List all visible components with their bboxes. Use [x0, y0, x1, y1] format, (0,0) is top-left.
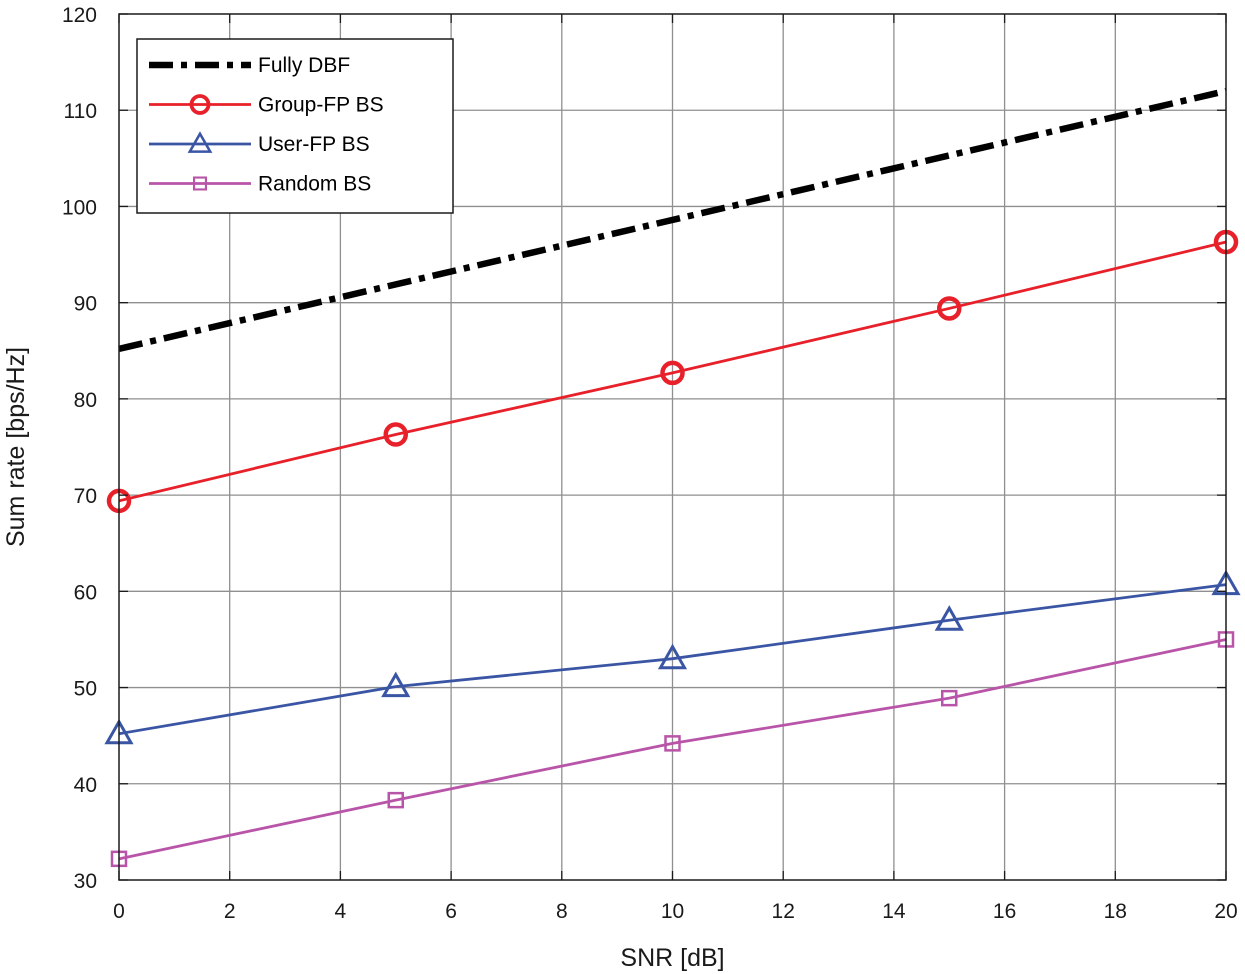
y-axis-title: Sum rate [bps/Hz]	[2, 347, 30, 547]
square-marker	[192, 176, 208, 191]
x-tick-label: 18	[1104, 900, 1127, 923]
x-tick-label: 16	[993, 900, 1016, 923]
y-tick-label: 30	[74, 870, 97, 893]
series-line	[118, 583, 1227, 736]
y-tick-label: 120	[62, 4, 97, 27]
square-marker	[941, 689, 958, 707]
legend-entry: Group-FP BS	[149, 94, 384, 117]
x-tick-label: 0	[113, 900, 125, 923]
x-tick-label: 6	[445, 900, 457, 923]
series-user-fp-bs	[104, 569, 1241, 745]
square-marker	[387, 791, 404, 809]
legend-entry: Fully DBF	[149, 54, 350, 77]
x-tick-label: 20	[1214, 900, 1237, 923]
circle-marker	[189, 94, 211, 115]
circle-marker	[383, 422, 408, 447]
triangle-marker	[187, 131, 213, 153]
triangle-marker	[657, 643, 688, 670]
legend-label: Random BS	[258, 173, 371, 196]
x-tick-label: 8	[556, 900, 568, 923]
axes: 0 2 4 6 8 10 12 14 16 18 20 30 40 50 60 70 80 90 100 110 120	[62, 4, 1238, 923]
legend-label: Group-FP BS	[258, 94, 384, 117]
x-tick-label: 10	[661, 900, 684, 923]
y-tick-label: 70	[74, 485, 97, 508]
circle-marker	[937, 296, 962, 321]
x-tick-label: 4	[335, 900, 347, 923]
y-tick-label: 60	[74, 581, 97, 604]
legend-label: Fully DBF	[258, 54, 350, 77]
y-tick-label: 90	[74, 293, 97, 316]
series-line	[118, 240, 1227, 503]
series-line	[118, 638, 1227, 861]
triangle-marker	[381, 671, 411, 698]
y-tick-label: 80	[74, 389, 97, 412]
x-axis-title: SNR [dB]	[620, 944, 724, 972]
legend-entry: User-FP BS	[149, 131, 370, 156]
series-fully-dbf	[118, 87, 1227, 353]
legend-entry: Random BS	[149, 173, 371, 196]
x-tick-label: 14	[882, 900, 906, 923]
x-tick-label: 12	[772, 900, 795, 923]
y-tick-label: 110	[64, 100, 97, 123]
legend-label: User-FP BS	[258, 133, 370, 156]
x-tick-label: 2	[224, 900, 236, 923]
y-tick-label: 40	[74, 774, 97, 797]
legend: Fully DBF Group-FP BS User-FP BS Random BS	[136, 38, 454, 214]
circle-marker	[660, 360, 685, 386]
y-tick-label: 50	[74, 678, 97, 701]
triangle-marker	[934, 605, 964, 631]
series-line	[118, 87, 1227, 353]
square-marker	[664, 735, 681, 752]
y-tick-label: 100	[62, 196, 97, 219]
